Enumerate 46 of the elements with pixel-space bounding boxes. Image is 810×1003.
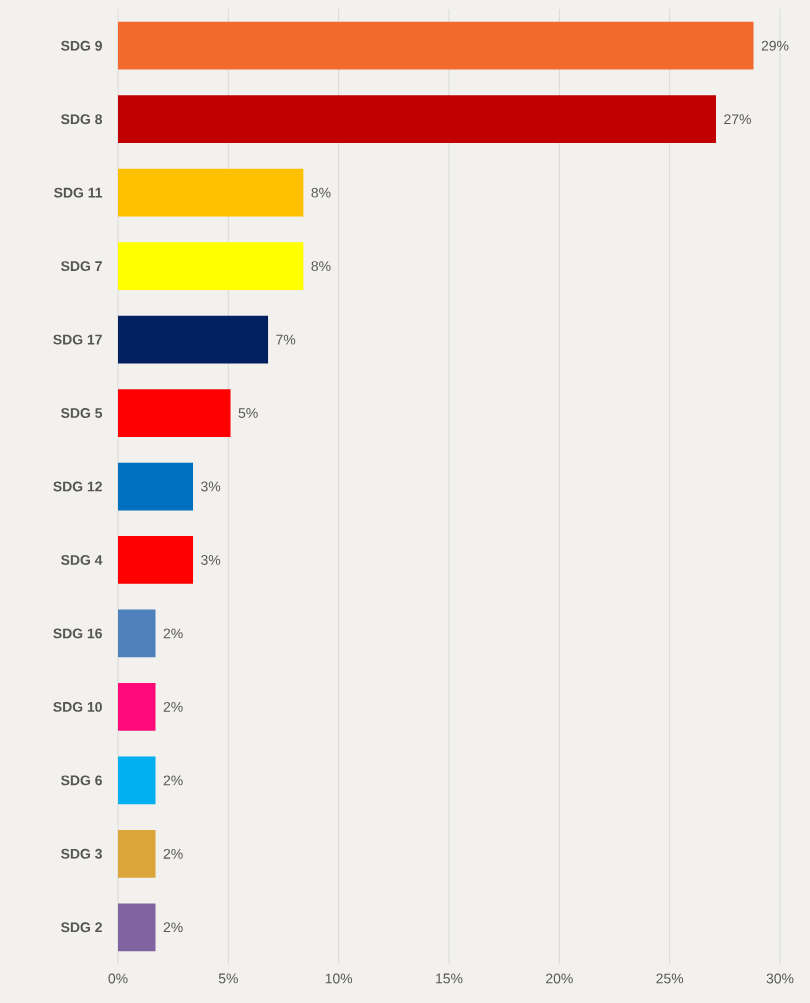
bar bbox=[118, 462, 194, 511]
y-tick-label: SDG 16 bbox=[53, 628, 102, 639]
bar bbox=[118, 756, 156, 805]
bar bbox=[118, 536, 194, 584]
data-label: 8% bbox=[311, 261, 331, 272]
data-label: 5% bbox=[238, 408, 258, 418]
y-tick-label: SDG 12 bbox=[53, 481, 102, 492]
y-tick-label: SDG 2 bbox=[61, 922, 102, 933]
data-label: 7% bbox=[276, 334, 296, 345]
x-tick-label: 15% bbox=[436, 973, 463, 984]
x-tick-label: 25% bbox=[656, 973, 684, 984]
bar bbox=[118, 95, 717, 144]
x-tick-label: 20% bbox=[546, 973, 573, 984]
data-label: 3% bbox=[201, 555, 221, 565]
y-tick-label: SDG 4 bbox=[61, 555, 103, 565]
x-tick-label: 5% bbox=[218, 973, 238, 984]
x-tick-label: 30% bbox=[766, 973, 794, 984]
x-tick-label: 0% bbox=[108, 973, 128, 984]
data-label: 8% bbox=[311, 187, 331, 198]
bar bbox=[118, 168, 304, 217]
bar bbox=[118, 903, 156, 952]
bar bbox=[118, 829, 156, 878]
y-tick-label: SDG 7 bbox=[61, 261, 102, 272]
bar bbox=[118, 609, 156, 658]
bar bbox=[118, 21, 754, 70]
y-tick-label: SDG 10 bbox=[53, 701, 102, 712]
x-tick-label: 10% bbox=[325, 973, 353, 984]
data-label: 27% bbox=[724, 114, 751, 125]
data-label: 2% bbox=[163, 922, 183, 933]
y-tick-label: SDG 5 bbox=[61, 408, 103, 418]
bar bbox=[118, 683, 156, 731]
y-tick-label: SDG 6 bbox=[61, 775, 102, 786]
y-tick-label: SDG 8 bbox=[61, 114, 103, 125]
data-label: 2% bbox=[163, 701, 183, 712]
data-label: 29% bbox=[761, 40, 789, 51]
data-label: 2% bbox=[163, 628, 183, 639]
bar bbox=[118, 315, 269, 364]
bar bbox=[118, 389, 231, 437]
bar bbox=[118, 242, 304, 290]
data-label: 3% bbox=[201, 481, 221, 492]
y-tick-label: SDG 3 bbox=[61, 848, 102, 859]
data-label: 2% bbox=[163, 848, 183, 859]
data-label: 2% bbox=[163, 775, 183, 786]
y-tick-label: SDG 9 bbox=[61, 40, 102, 51]
y-tick-label: SDG 11 bbox=[54, 187, 103, 198]
y-tick-label: SDG 17 bbox=[53, 334, 102, 345]
